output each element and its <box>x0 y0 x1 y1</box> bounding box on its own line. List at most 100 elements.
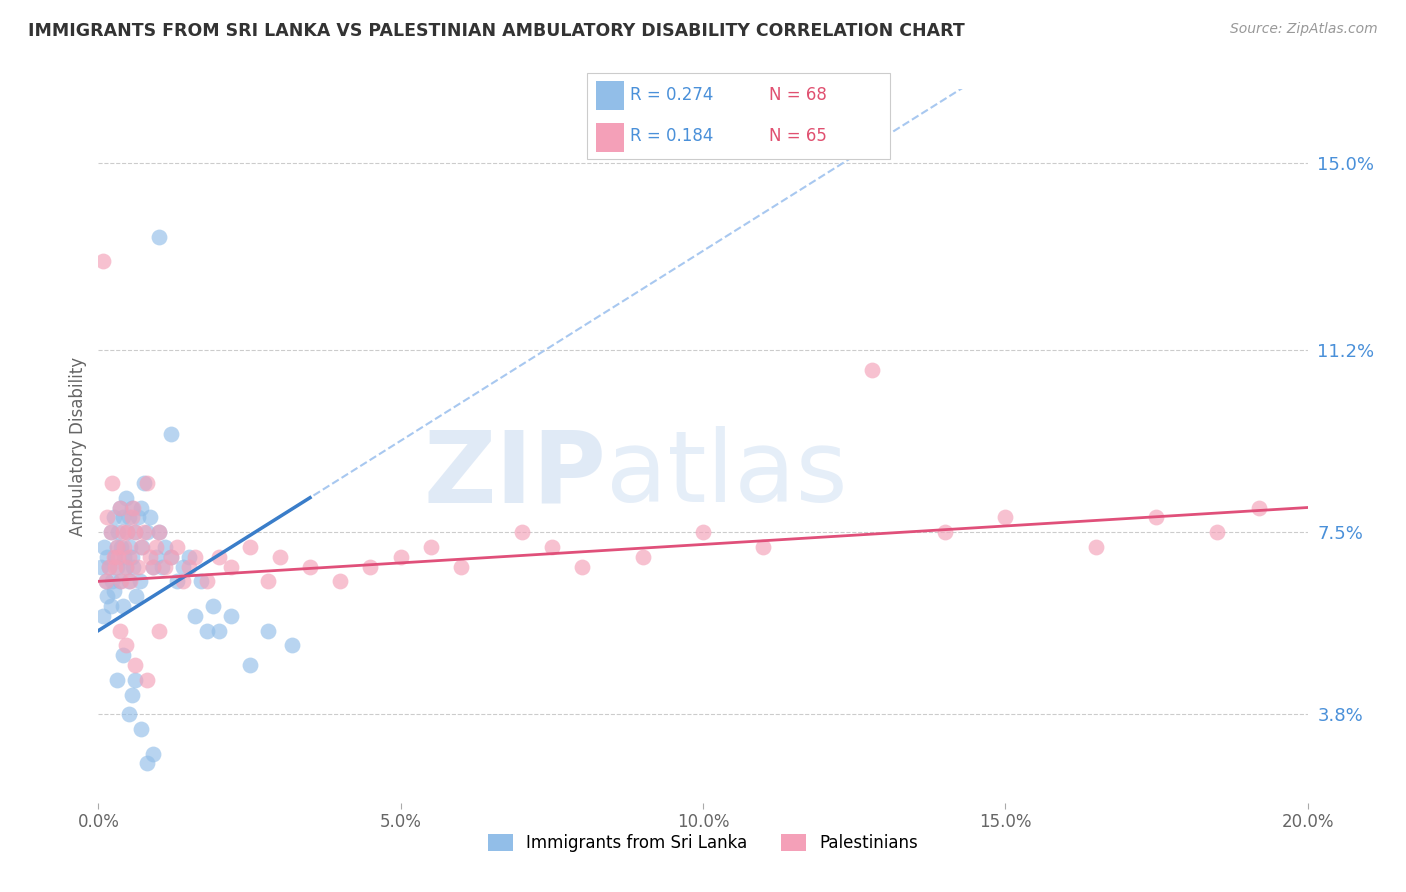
Point <box>221 608 243 623</box>
Point <box>103 584 125 599</box>
Point <box>450 559 472 574</box>
Point <box>91 254 114 268</box>
Point <box>111 599 134 613</box>
Point <box>105 673 128 687</box>
Point <box>121 510 143 524</box>
Point <box>117 525 139 540</box>
Text: N = 68: N = 68 <box>769 87 827 104</box>
Point <box>135 475 157 490</box>
Point <box>256 624 278 638</box>
Point <box>184 549 207 564</box>
Point <box>105 540 128 554</box>
Point <box>96 589 118 603</box>
Point <box>129 500 152 515</box>
Point <box>127 559 149 574</box>
Point <box>934 525 956 540</box>
Point <box>118 549 141 564</box>
Y-axis label: Ambulatory Disability: Ambulatory Disability <box>69 357 87 535</box>
Point <box>114 638 136 652</box>
Point <box>360 559 382 574</box>
Point <box>269 549 291 564</box>
FancyBboxPatch shape <box>596 123 624 152</box>
Point <box>111 648 134 662</box>
Point <box>98 559 121 574</box>
Point <box>108 624 131 638</box>
Point <box>103 549 125 564</box>
Point <box>195 624 218 638</box>
Point <box>90 559 112 574</box>
Point <box>103 510 125 524</box>
Point <box>860 362 883 376</box>
Point <box>111 510 134 524</box>
Point <box>100 525 122 540</box>
Point <box>179 549 201 564</box>
Point <box>100 599 122 613</box>
Point <box>111 525 134 540</box>
Point <box>96 510 118 524</box>
Point <box>114 559 136 574</box>
Point <box>124 658 146 673</box>
Text: IMMIGRANTS FROM SRI LANKA VS PALESTINIAN AMBULATORY DISABILITY CORRELATION CHART: IMMIGRANTS FROM SRI LANKA VS PALESTINIAN… <box>28 22 965 40</box>
Point <box>148 230 170 244</box>
Point <box>1249 500 1271 515</box>
Point <box>110 540 132 554</box>
Point <box>105 540 128 554</box>
Point <box>139 549 162 564</box>
Point <box>150 559 173 574</box>
Point <box>994 510 1017 524</box>
Point <box>118 510 141 524</box>
Point <box>135 756 157 771</box>
Text: R = 0.274: R = 0.274 <box>630 87 713 104</box>
Point <box>631 549 654 564</box>
Point <box>239 540 262 554</box>
Point <box>121 549 143 564</box>
Point <box>112 540 135 554</box>
Point <box>108 500 131 515</box>
Point <box>110 574 132 589</box>
Point <box>148 624 170 638</box>
Point <box>208 549 231 564</box>
Point <box>139 510 162 524</box>
Point <box>148 525 170 540</box>
Point <box>94 574 117 589</box>
Point <box>107 549 129 564</box>
FancyBboxPatch shape <box>586 73 890 159</box>
Point <box>540 540 562 554</box>
Point <box>389 549 412 564</box>
Point <box>221 559 243 574</box>
Point <box>510 525 533 540</box>
Point <box>239 658 262 673</box>
Point <box>166 574 188 589</box>
Point <box>118 707 141 722</box>
Legend: Immigrants from Sri Lanka, Palestinians: Immigrants from Sri Lanka, Palestinians <box>481 827 925 859</box>
Point <box>692 525 714 540</box>
Point <box>108 574 131 589</box>
Point <box>118 540 141 554</box>
Point <box>132 475 155 490</box>
Text: atlas: atlas <box>606 426 848 523</box>
Point <box>104 559 127 574</box>
Point <box>96 549 118 564</box>
Point <box>571 559 593 574</box>
Point <box>153 559 176 574</box>
Point <box>112 549 135 564</box>
Point <box>93 540 115 554</box>
Point <box>135 673 157 687</box>
Point <box>131 540 153 554</box>
Point <box>160 549 183 564</box>
Point <box>142 559 165 574</box>
Point <box>184 608 207 623</box>
Point <box>281 638 304 652</box>
Point <box>132 525 155 540</box>
Point <box>179 559 201 574</box>
Point <box>124 525 146 540</box>
Text: N = 65: N = 65 <box>769 128 827 145</box>
Point <box>172 559 194 574</box>
Point <box>128 574 150 589</box>
Point <box>256 574 278 589</box>
Point <box>122 500 145 515</box>
Point <box>1085 540 1108 554</box>
Point <box>100 525 122 540</box>
Point <box>160 426 183 441</box>
Point <box>142 559 165 574</box>
